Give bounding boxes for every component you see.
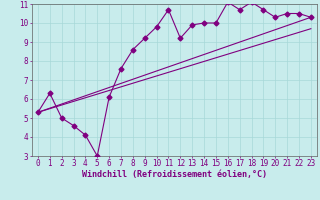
X-axis label: Windchill (Refroidissement éolien,°C): Windchill (Refroidissement éolien,°C) xyxy=(82,170,267,179)
